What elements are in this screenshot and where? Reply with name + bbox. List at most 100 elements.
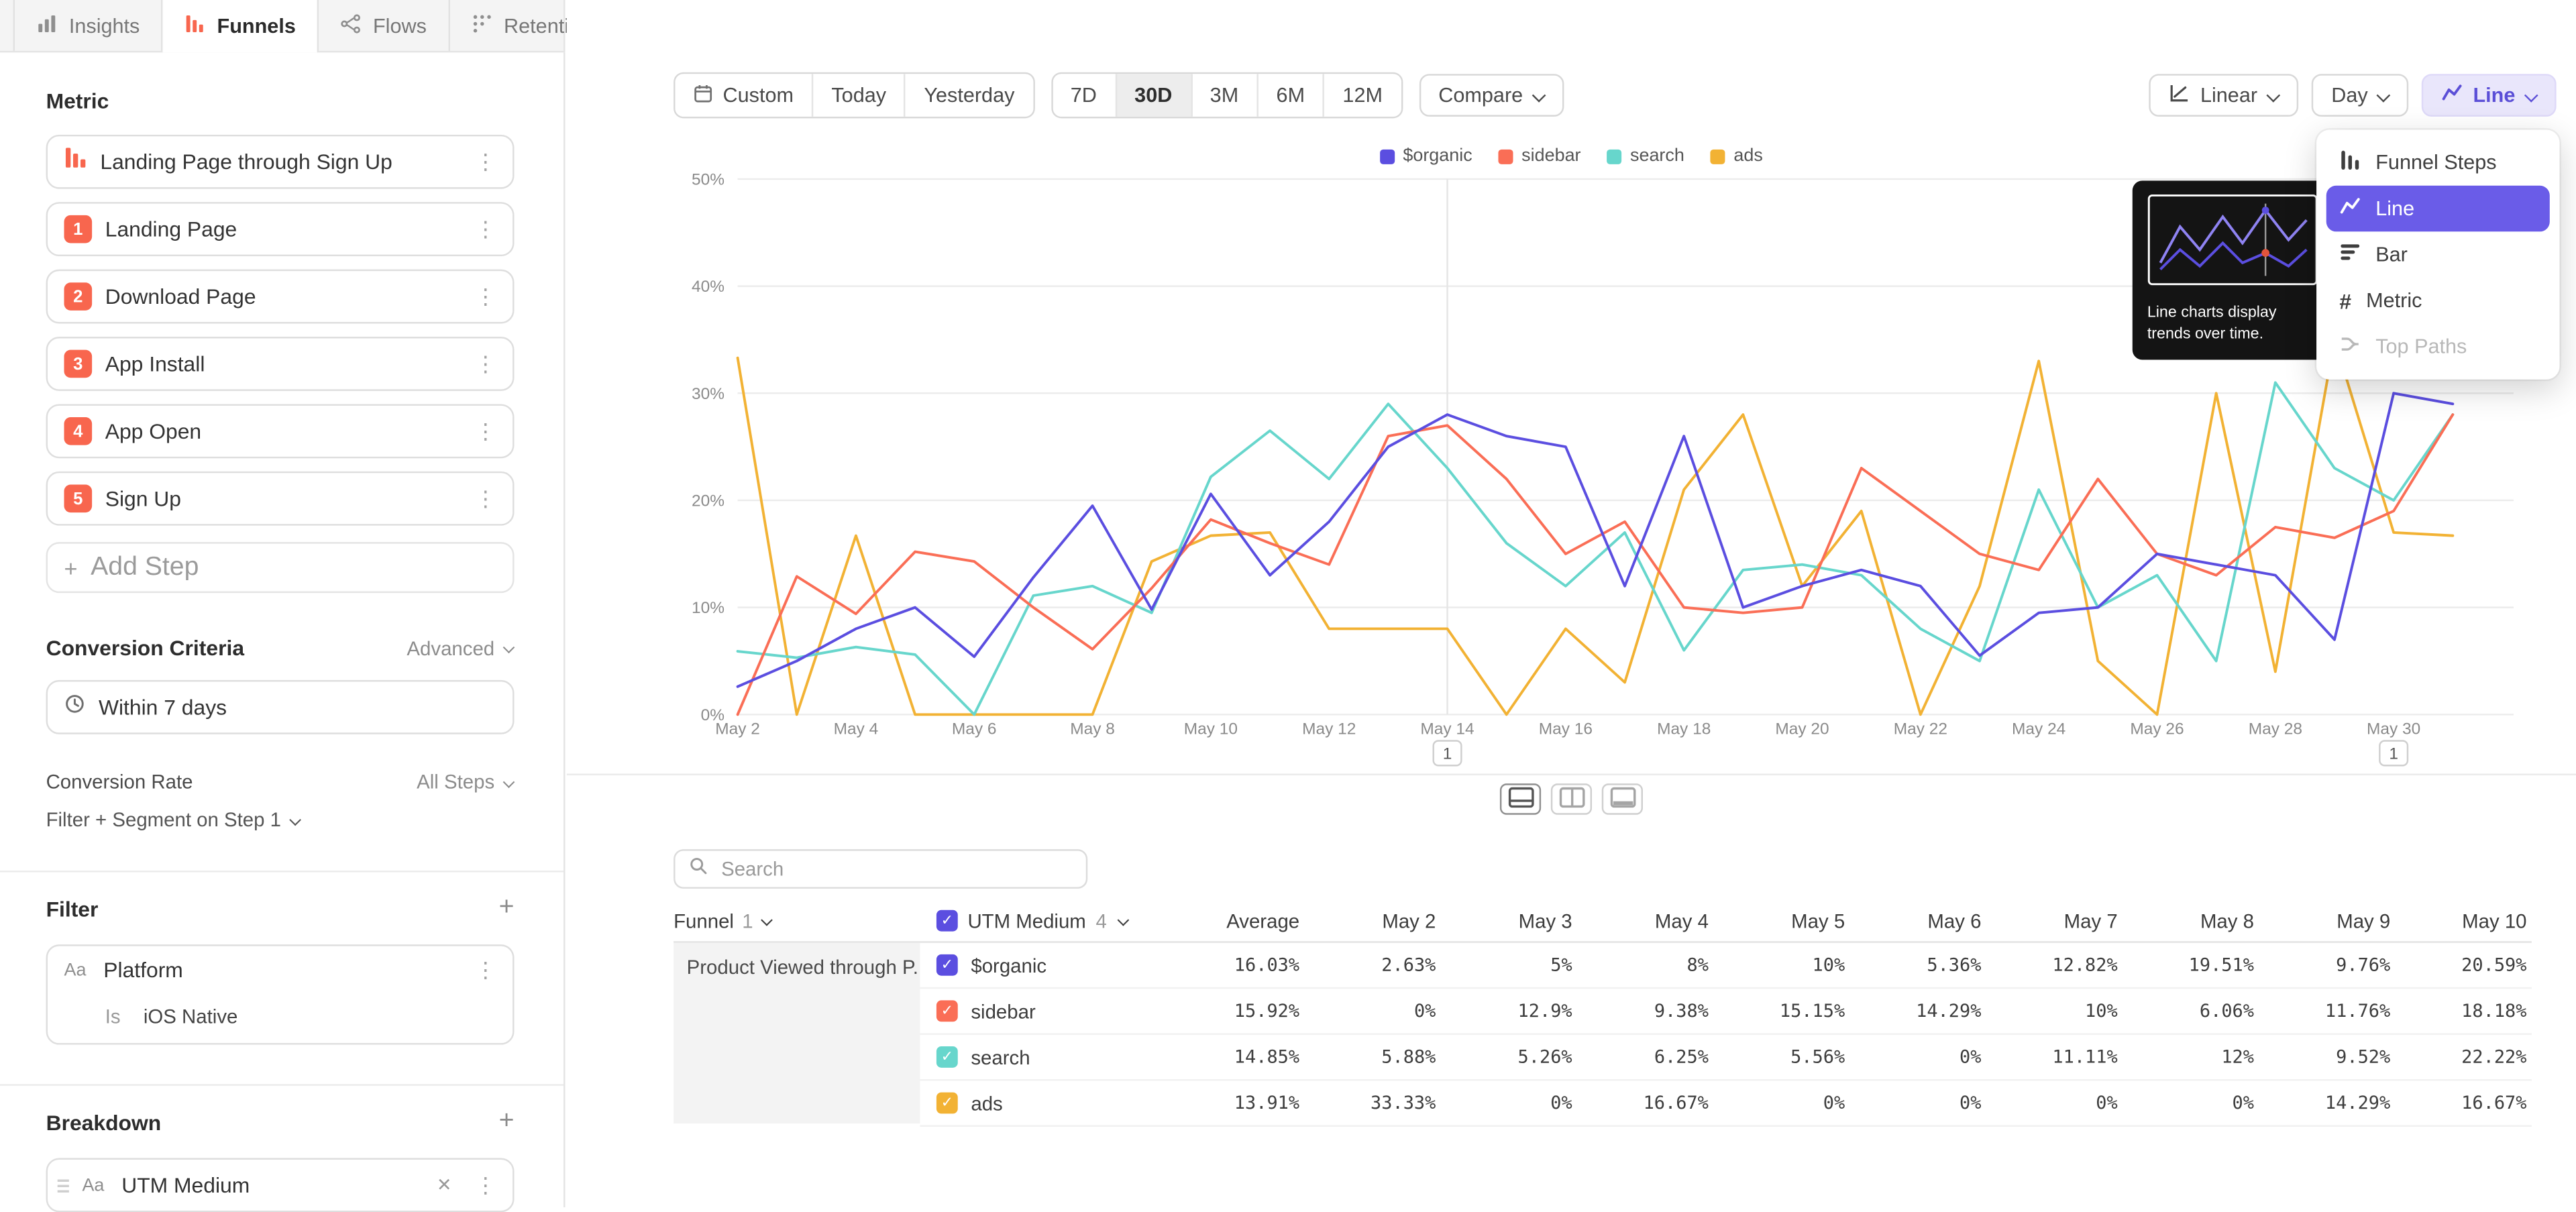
value-column-header[interactable]: May 2 <box>1299 910 1436 932</box>
tab-flows[interactable]: Flows <box>319 0 449 51</box>
add-step-button[interactable]: + Add Step <box>46 542 515 593</box>
legend-label: search <box>1630 146 1684 166</box>
drag-handle-icon[interactable] <box>58 1178 69 1192</box>
chart-type-dropdown[interactable]: Line <box>2422 74 2557 117</box>
step-number-badge: 2 <box>64 282 93 311</box>
custom-date-button[interactable]: Custom <box>676 74 812 117</box>
annotation-badge[interactable]: 1 <box>2379 740 2408 765</box>
value-column-header[interactable]: May 10 <box>2390 910 2526 932</box>
value-column-header[interactable]: May 3 <box>1436 910 1572 932</box>
annotation-badge[interactable]: 1 <box>1434 740 1462 765</box>
insights-icon <box>36 12 58 38</box>
value-column-header[interactable]: May 8 <box>2118 910 2254 932</box>
menu-item-line[interactable]: Line <box>2326 186 2550 232</box>
menu-item-bar[interactable]: Bar <box>2326 231 2550 278</box>
row-checkbox[interactable]: ✓ <box>936 1093 958 1114</box>
layout-bottom-button[interactable] <box>1602 783 1643 815</box>
all-steps-dropdown[interactable]: All Steps <box>417 771 514 793</box>
kebab-icon[interactable]: ⋮ <box>475 421 496 442</box>
value-column-header[interactable]: May 6 <box>1845 910 1981 932</box>
value-cell: 14.29% <box>2254 1093 2390 1114</box>
kebab-icon[interactable]: ⋮ <box>475 959 496 981</box>
add-breakdown-button[interactable]: + <box>499 1109 515 1135</box>
funnel-step-card[interactable]: 2 Download Page ⋮ <box>46 270 515 324</box>
kebab-icon[interactable]: ⋮ <box>475 151 496 172</box>
layout-split-horizontal-button[interactable] <box>1500 783 1541 815</box>
kebab-icon[interactable]: ⋮ <box>475 488 496 509</box>
kebab-icon[interactable]: ⋮ <box>475 353 496 375</box>
chevron-down-icon <box>2525 89 2536 101</box>
flows-icon <box>340 12 362 38</box>
range-button-30d[interactable]: 30D <box>1115 74 1191 117</box>
funnel-group-cell[interactable]: Product Viewed through P... <box>674 943 920 1123</box>
legend-item[interactable]: ads <box>1711 146 1763 166</box>
legend-item[interactable]: $organic <box>1380 146 1472 166</box>
tab-insights[interactable]: Insights <box>13 0 163 51</box>
table-row: ✓search14.85%5.88%5.26%6.25%5.56%0%11.11… <box>920 1035 2531 1081</box>
value-cell: 11.76% <box>2254 1000 2390 1022</box>
row-checkbox[interactable]: ✓ <box>936 1046 958 1068</box>
menu-item-label: Line <box>2375 197 2414 220</box>
kebab-icon[interactable]: ⋮ <box>475 219 496 240</box>
funnel-title-card[interactable]: Landing Page through Sign Up ⋮ <box>46 135 515 189</box>
kebab-icon[interactable]: ⋮ <box>475 286 496 307</box>
menu-item-metric[interactable]: #Metric <box>2326 278 2550 324</box>
breakdown-column-header[interactable]: ✓ UTM Medium 4 <box>936 910 1150 932</box>
value-cell: 0% <box>1709 1093 1845 1114</box>
funnel-step-card[interactable]: 3App Install⋮ <box>46 337 515 391</box>
add-filter-button[interactable]: + <box>499 895 515 922</box>
funnel-step-card[interactable]: 1Landing Page⋮ <box>46 202 515 256</box>
row-name-cell: ✓sidebar <box>936 999 1150 1022</box>
chevron-down-icon <box>504 777 514 787</box>
conversion-window-card[interactable]: Within 7 days <box>46 680 515 734</box>
breakdown-property-label: UTM Medium <box>121 1173 423 1198</box>
yesterday-button[interactable]: Yesterday <box>904 74 1032 117</box>
value-column-header[interactable]: May 4 <box>1572 910 1709 932</box>
value-column-header[interactable]: May 7 <box>1981 910 2117 932</box>
advanced-dropdown[interactable]: Advanced <box>407 637 514 659</box>
row-checkbox[interactable]: ✓ <box>936 954 958 976</box>
svg-text:May 8: May 8 <box>1070 720 1115 738</box>
select-all-checkbox[interactable]: ✓ <box>936 910 958 932</box>
today-button[interactable]: Today <box>812 74 904 117</box>
layout-split-vertical-button[interactable] <box>1551 783 1592 815</box>
breakdown-card[interactable]: Aa UTM Medium ✕ ⋮ <box>46 1158 515 1212</box>
chevron-down-icon <box>290 815 301 825</box>
value-cell: 15.15% <box>1709 1000 1845 1022</box>
legend-item[interactable]: search <box>1607 146 1684 166</box>
filter-value[interactable]: iOS Native <box>144 1005 237 1028</box>
range-button-3m[interactable]: 3M <box>1190 74 1256 117</box>
value-cell: 11.11% <box>1981 1046 2117 1068</box>
value-column-header[interactable]: Average <box>1163 910 1299 932</box>
value-column-header[interactable]: May 5 <box>1709 910 1845 932</box>
funnel-step-card[interactable]: 5Sign Up⋮ <box>46 472 515 526</box>
legend-item[interactable]: sidebar <box>1499 146 1581 166</box>
range-button-6m[interactable]: 6M <box>1256 74 1323 117</box>
menu-item-label: Top Paths <box>2375 335 2467 358</box>
funnel-step-card[interactable]: 4App Open⋮ <box>46 404 515 458</box>
row-checkbox[interactable]: ✓ <box>936 1000 958 1022</box>
funnel-steps-icon <box>2339 150 2361 176</box>
chevron-down-icon <box>2267 89 2279 101</box>
filter-operator[interactable]: Is <box>105 1005 121 1028</box>
granularity-label: Day <box>2331 84 2367 107</box>
filter-segment-dropdown[interactable]: Filter + Segment on Step 1 <box>46 808 515 831</box>
range-button-7d[interactable]: 7D <box>1053 74 1115 117</box>
filter-card[interactable]: Aa Platform ⋮ Is iOS Native <box>46 944 515 1044</box>
step-label: Download Page <box>105 284 462 309</box>
funnel-column-header[interactable]: Funnel 1 <box>674 910 920 932</box>
range-button-12m[interactable]: 12M <box>1323 74 1401 117</box>
tab-funnels[interactable]: Funnels <box>163 0 319 52</box>
value-column-header[interactable]: May 9 <box>2254 910 2390 932</box>
legend-label: $organic <box>1403 146 1472 166</box>
search-input[interactable] <box>718 856 1073 882</box>
yesterday-label: Yesterday <box>924 84 1014 107</box>
menu-item-funnel-steps[interactable]: Funnel Steps <box>2326 140 2550 186</box>
compare-button[interactable]: Compare <box>1419 74 1564 117</box>
close-icon[interactable]: ✕ <box>437 1174 452 1196</box>
granularity-dropdown[interactable]: Day <box>2312 74 2409 117</box>
scale-dropdown[interactable]: Linear <box>2149 74 2298 117</box>
value-cell: 9.76% <box>2254 954 2390 976</box>
kebab-icon[interactable]: ⋮ <box>475 1174 496 1196</box>
value-cell: 19.51% <box>2118 954 2254 976</box>
